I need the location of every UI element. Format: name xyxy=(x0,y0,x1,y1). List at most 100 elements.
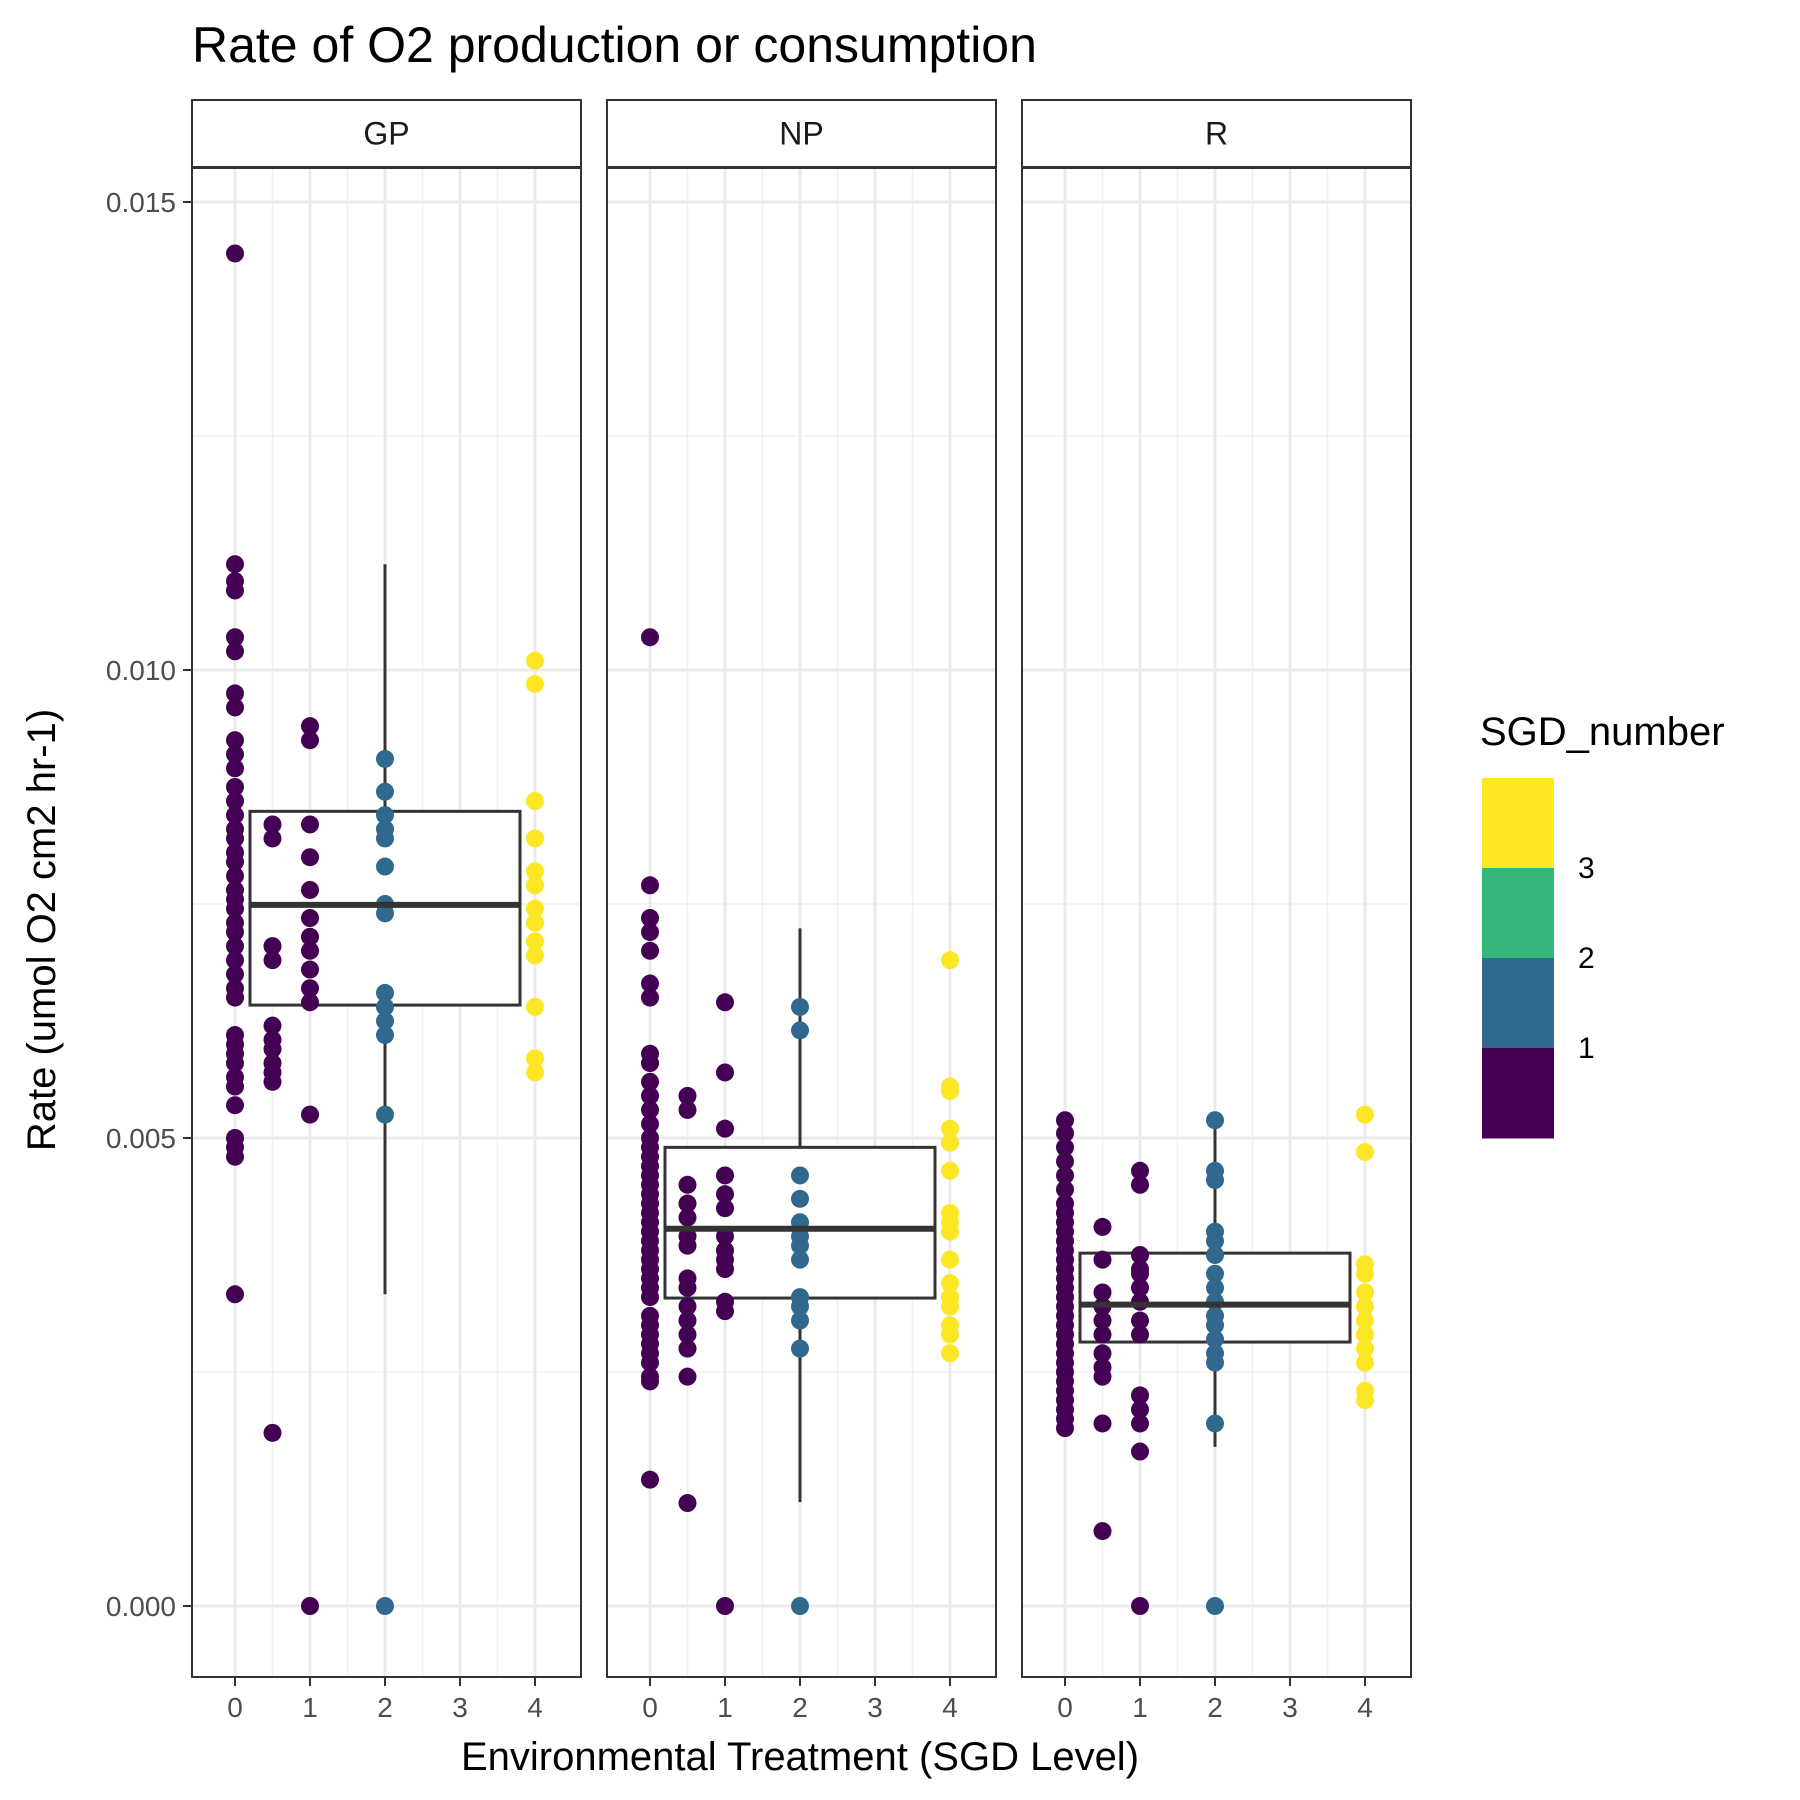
data-point xyxy=(791,1311,809,1330)
data-point xyxy=(301,1597,319,1615)
data-point xyxy=(1206,1330,1224,1349)
data-point xyxy=(791,1339,809,1358)
data-point xyxy=(641,941,659,960)
data-point xyxy=(376,806,394,825)
data-point xyxy=(716,1302,734,1321)
y-tick-label: 0.000 xyxy=(106,1591,176,1622)
data-point xyxy=(376,1026,394,1045)
strip-label: NP xyxy=(779,116,823,152)
panel-GP: GP 0 1 2 3 4 xyxy=(191,99,582,1723)
data-point xyxy=(1131,1246,1149,1264)
data-point xyxy=(1206,1264,1224,1283)
data-point xyxy=(791,1236,809,1255)
data-point xyxy=(526,946,544,965)
data-point xyxy=(1131,1264,1149,1283)
data-point xyxy=(1356,1143,1374,1162)
x-tick-label: 1 xyxy=(302,1692,318,1723)
data-point xyxy=(376,1105,394,1124)
data-point xyxy=(526,792,544,811)
data-point xyxy=(226,1096,244,1115)
y-tick-label: 0.005 xyxy=(106,1123,176,1154)
data-point xyxy=(1056,1111,1074,1130)
data-point xyxy=(678,1278,697,1297)
data-point xyxy=(941,1325,959,1344)
data-point xyxy=(226,759,244,778)
data-point xyxy=(1131,1597,1149,1615)
strip-background xyxy=(1021,99,1412,168)
data-point xyxy=(301,979,319,998)
data-point xyxy=(376,997,394,1016)
x-axis-title: Environmental Treatment (SGD Level) xyxy=(461,1735,1139,1779)
data-point xyxy=(641,1372,659,1391)
legend-color-segment xyxy=(1482,778,1554,869)
data-point xyxy=(1093,1414,1112,1433)
data-point xyxy=(226,1147,244,1166)
chart-title: Rate of O2 production or consumption xyxy=(192,17,1037,73)
strip-label: GP xyxy=(363,116,409,152)
x-tick-label: 4 xyxy=(527,1692,543,1723)
data-point xyxy=(678,1236,697,1255)
data-point xyxy=(678,1086,697,1105)
data-point xyxy=(301,909,319,928)
x-tick-label: 2 xyxy=(1207,1692,1223,1723)
data-point xyxy=(941,1119,959,1138)
data-point xyxy=(526,899,544,918)
x-tick-label: 4 xyxy=(1357,1692,1373,1723)
x-tick-label: 0 xyxy=(227,1692,243,1723)
data-point xyxy=(1093,1311,1112,1330)
data-point xyxy=(226,806,244,825)
data-point xyxy=(301,1105,319,1124)
data-point xyxy=(716,1260,734,1279)
data-point xyxy=(526,932,544,951)
facet-panels: GP 0 1 2 3 4 NP 0 1 2 3 4 R 0 1 2 3 4 xyxy=(191,99,1412,1723)
data-point xyxy=(226,937,244,956)
data-point xyxy=(1093,1522,1112,1541)
data-point xyxy=(226,965,244,984)
data-point xyxy=(1131,1400,1149,1419)
legend-label: 2 xyxy=(1578,942,1595,975)
data-point xyxy=(226,684,244,703)
strip-background xyxy=(606,99,997,168)
data-point xyxy=(376,983,394,1002)
data-point xyxy=(1356,1353,1374,1372)
data-point xyxy=(641,909,659,928)
data-point xyxy=(678,1367,697,1386)
data-point xyxy=(1056,1180,1074,1199)
data-point xyxy=(1093,1367,1112,1386)
data-point xyxy=(1131,1325,1149,1344)
data-point xyxy=(1356,1264,1374,1283)
data-point xyxy=(791,1250,809,1269)
data-point xyxy=(641,1114,659,1133)
data-point xyxy=(1131,1442,1149,1461)
y-tick-label: 0.015 xyxy=(106,187,176,218)
data-point xyxy=(1093,1325,1112,1344)
data-point xyxy=(716,1597,734,1615)
data-point xyxy=(263,1072,282,1091)
x-tick-label: 4 xyxy=(942,1692,958,1723)
data-point xyxy=(791,1297,809,1316)
data-point xyxy=(263,815,282,834)
data-point xyxy=(1056,1419,1074,1438)
data-point xyxy=(226,731,244,750)
data-point xyxy=(1056,1166,1074,1185)
data-point xyxy=(226,745,244,764)
data-point xyxy=(1131,1278,1149,1297)
data-point xyxy=(941,1133,959,1152)
data-point xyxy=(226,581,244,600)
data-point xyxy=(1093,1250,1112,1269)
data-point xyxy=(1131,1161,1149,1180)
data-point xyxy=(226,555,244,574)
data-point xyxy=(1356,1325,1374,1344)
data-point xyxy=(226,866,244,885)
data-point xyxy=(941,1222,959,1241)
data-point xyxy=(1206,1278,1224,1297)
data-point xyxy=(941,1344,959,1363)
data-point xyxy=(791,1021,809,1040)
x-tick-label: 3 xyxy=(867,1692,883,1723)
data-point xyxy=(226,642,244,661)
data-point xyxy=(716,993,734,1012)
y-tick-label: 0.010 xyxy=(106,655,176,686)
data-point xyxy=(376,1012,394,1030)
data-point xyxy=(301,717,319,736)
